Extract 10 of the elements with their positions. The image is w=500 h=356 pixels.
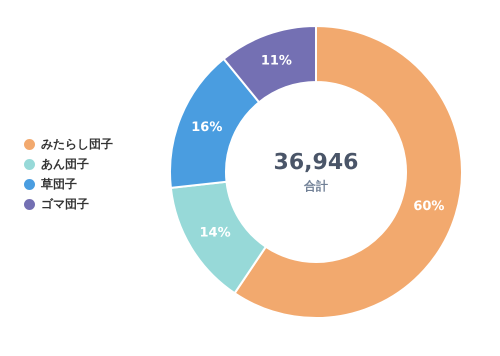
text: 合計: [303, 178, 329, 195]
legend-label: あん団子: [41, 156, 89, 173]
legend-label: みたらし団子: [41, 136, 113, 153]
legend-label: ゴマ団子: [41, 196, 89, 213]
data-label: 60%: [413, 198, 444, 214]
text: 36,946: [272, 150, 360, 175]
data-label: 14%: [199, 226, 231, 241]
legend-label: 草団子: [41, 176, 77, 193]
data-label: 16%: [191, 120, 222, 135]
data-label: 11%: [260, 53, 292, 68]
